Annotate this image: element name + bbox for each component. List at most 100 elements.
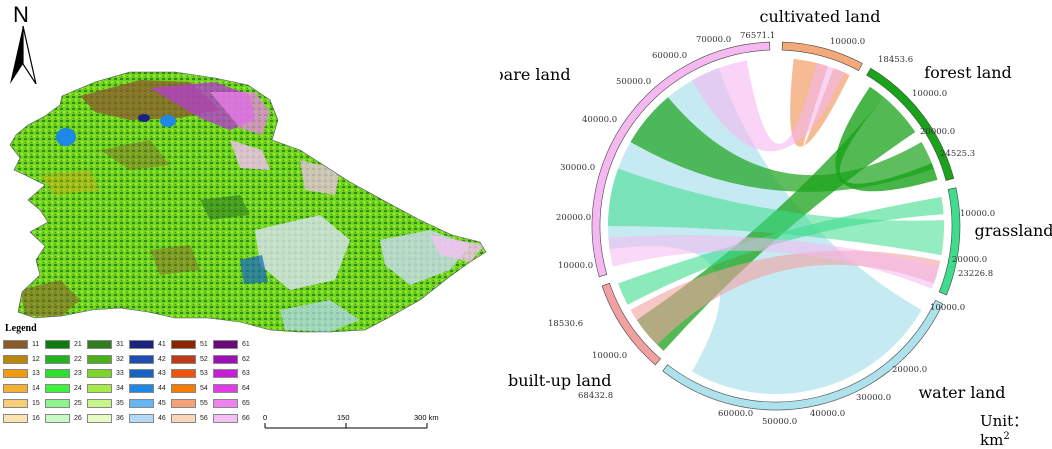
legend-swatch [3,369,28,379]
legend-swatch [129,413,154,423]
legend-code: 16 [32,414,40,422]
legend-item-12: 12 [3,352,45,367]
legend-item-33: 33 [87,367,129,382]
legend-item-53: 53 [171,367,213,382]
tick-label-2: 10000.0 [912,89,947,99]
legend-item-13: 13 [3,367,45,382]
legend-item-21: 21 [45,337,87,352]
legend-code: 56 [200,414,208,422]
chord-ribbon-6 [692,60,845,152]
tick-label-16: 18530.6 [548,319,583,329]
legend-code: 24 [74,385,82,393]
legend-item-42: 42 [129,352,171,367]
legend-swatch [213,369,238,379]
legend-item-15: 15 [3,396,45,411]
legend-item-36: 36 [87,411,129,426]
map-legend: Legend 11 21 31 41 51 61 12 22 32 42 52 62 13 23 33 43 5… [3,323,263,438]
legend-code: 25 [74,400,82,408]
legend-code: 41 [158,340,166,348]
arc-5 [591,41,771,278]
legend-swatch [129,354,154,364]
legend-item-14: 14 [3,381,45,396]
tick-label-9: 20000.0 [892,365,927,375]
legend-swatch [45,339,70,349]
legend-code: 65 [242,400,250,408]
tick-label-3: 20000.0 [920,127,955,137]
legend-code: 14 [32,385,40,393]
legend-grid: 11 21 31 41 51 61 12 22 32 42 52 62 13 23 33 43 53 63 14 24… [3,337,255,426]
legend-item-46: 46 [129,411,171,426]
category-label-1: forest land [924,63,1012,82]
legend-swatch [45,399,70,409]
legend-item-22: 22 [45,352,87,367]
legend-swatch [171,339,196,349]
scale-label-300: 300 km [414,413,439,422]
legend-item-41: 41 [129,337,171,352]
tick-label-8: 10000.0 [930,303,965,313]
legend-swatch [213,339,238,349]
legend-code: 66 [242,414,250,422]
legend-swatch [87,413,112,423]
legend-item-11: 11 [3,337,45,352]
legend-item-45: 45 [129,396,171,411]
legend-swatch [171,384,196,394]
legend-swatch [129,384,154,394]
chord-ribbon-4 [630,250,941,345]
legend-item-51: 51 [171,337,213,352]
legend-item-26: 26 [45,411,87,426]
legend-code: 12 [32,355,40,363]
chord-diagram: cultivated land forest land grassland water… [493,7,1052,427]
legend-item-35: 35 [87,396,129,411]
legend-swatch [213,384,238,394]
scale-label-0: 0 [263,413,268,422]
legend-code: 43 [158,370,166,378]
legend-code: 35 [116,400,124,408]
legend-swatch [171,413,196,423]
legend-code: 46 [158,414,166,422]
tick-label-19: 30000.0 [560,163,595,173]
legend-item-64: 64 [213,381,255,396]
legend-item-52: 52 [171,352,213,367]
legend-item-65: 65 [213,396,255,411]
legend-item-63: 63 [213,367,255,382]
legend-item-66: 66 [213,411,255,426]
tick-label-18: 20000.0 [556,213,591,223]
legend-code: 32 [116,355,124,363]
legend-swatch [87,369,112,379]
legend-swatch [213,413,238,423]
tick-label-7: 23226.8 [958,269,993,279]
legend-code: 51 [200,340,208,348]
tick-label-22: 60000.0 [652,51,687,61]
north-label: N [13,2,29,27]
legend-code: 62 [242,355,250,363]
legend-item-44: 44 [129,381,171,396]
tick-label-0: 10000.0 [830,37,865,47]
legend-swatch [45,354,70,364]
arc-3 [662,299,944,411]
legend-code: 23 [74,370,82,378]
legend-item-61: 61 [213,337,255,352]
unit-label: Unit：km2 [980,410,1052,449]
legend-swatch [3,413,28,423]
legend-code: 33 [116,370,124,378]
land-use-map-panel: N [0,0,500,438]
legend-code: 31 [116,340,124,348]
study-area-map [9,71,487,333]
legend-code: 11 [32,340,40,348]
tick-label-15: 68432.8 [578,391,613,401]
legend-code: 52 [200,355,208,363]
tick-label-24: 76571.1 [740,31,775,41]
legend-swatch [129,369,154,379]
legend-item-55: 55 [171,396,213,411]
chord-ribbon-7 [618,196,944,305]
legend-title: Legend [5,323,37,334]
legend-swatch [87,339,112,349]
legend-item-56: 56 [171,411,213,426]
tick-label-17: 10000.0 [558,261,593,271]
legend-code: 26 [74,414,82,422]
unit-superscript: 2 [1003,431,1010,442]
tick-label-11: 40000.0 [810,409,845,419]
legend-code: 13 [32,370,40,378]
legend-code: 44 [158,385,166,393]
legend-item-62: 62 [213,352,255,367]
